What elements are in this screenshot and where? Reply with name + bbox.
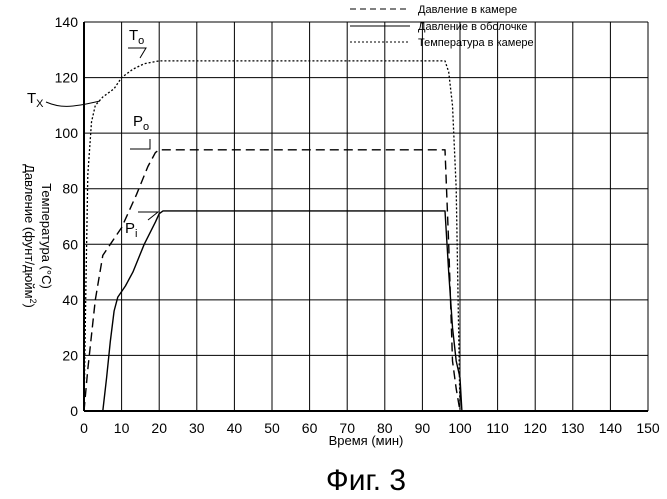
y-tick-label: 40 <box>62 292 78 308</box>
annotation-Tx-label: TX <box>27 90 44 110</box>
series-shell-pressure <box>103 211 462 411</box>
annotation-To-main: T <box>129 27 138 44</box>
y-axis-label-line2-main: Давление (фунт/дюйм <box>22 164 37 298</box>
annotation-Pi-label: Pi <box>125 220 137 240</box>
y-tick-label: 20 <box>62 347 78 363</box>
annotation-Po: Po <box>130 113 150 149</box>
x-tick-label: 140 <box>599 420 623 436</box>
annotation-Po-leader <box>130 139 150 149</box>
y-axis-label-close: ) <box>22 304 37 308</box>
legend-label-shell-pressure: Давление в оболочке <box>418 21 527 33</box>
y-tick-label: 80 <box>62 181 78 197</box>
x-tick-label: 120 <box>524 420 548 436</box>
x-tick-label: 100 <box>448 420 472 436</box>
figure-caption: Фиг. 3 <box>326 464 406 497</box>
x-tick-label: 40 <box>227 420 243 436</box>
x-tick-label: 150 <box>636 420 660 436</box>
annotation-To: To <box>128 27 146 58</box>
x-tick-label: 110 <box>486 420 509 436</box>
y-axis-label-line1: Температура (°C) <box>39 183 54 289</box>
annotation-Po-label: Po <box>133 113 149 133</box>
y-axis-label-line2: Давление (фунт/дюйм2) <box>22 164 38 308</box>
annotation-Po-sub: o <box>143 121 149 133</box>
annotation-Tx-sub: X <box>36 98 44 110</box>
annotation-Tx: TX <box>27 90 100 110</box>
x-tick-label: 0 <box>80 420 88 436</box>
x-tick-label: 130 <box>561 420 585 436</box>
y-tick-label: 0 <box>70 403 78 419</box>
grid <box>84 22 648 411</box>
x-tick-label: 50 <box>264 420 280 436</box>
annotation-Pi-main: P <box>125 220 135 237</box>
legend-label-chamber-temperature: Температура в камере <box>418 37 534 49</box>
annotation-Pi-sub: i <box>135 228 137 240</box>
axes <box>84 22 648 411</box>
annotation-To-label: To <box>129 27 144 47</box>
y-tick-label: 140 <box>55 14 79 30</box>
annotation-Po-main: P <box>133 113 143 130</box>
legend: Давление в камере Давление в оболочке Те… <box>350 4 534 49</box>
x-tick-label: 20 <box>151 420 167 436</box>
y-tick-label: 100 <box>55 125 79 141</box>
annotation-Tx-main: T <box>27 90 36 107</box>
x-tick-label: 10 <box>114 420 130 436</box>
x-tick-label: 30 <box>189 420 205 436</box>
y-tick-label: 120 <box>55 70 79 86</box>
annotation-To-sub: o <box>138 35 144 47</box>
x-axis-label: Время (мин) <box>329 433 404 448</box>
y-tick-label: 60 <box>62 236 78 252</box>
y-axis-label: Температура (°C) Давление (фунт/дюйм2) <box>22 164 54 308</box>
legend-label-chamber-pressure: Давление в камере <box>418 4 517 16</box>
annotation-Pi-leader <box>138 212 158 220</box>
annotation-To-leader <box>128 48 146 58</box>
x-tick-label: 60 <box>302 420 318 436</box>
x-tick-label: 90 <box>415 420 431 436</box>
annotation-Tx-leader <box>46 101 100 106</box>
